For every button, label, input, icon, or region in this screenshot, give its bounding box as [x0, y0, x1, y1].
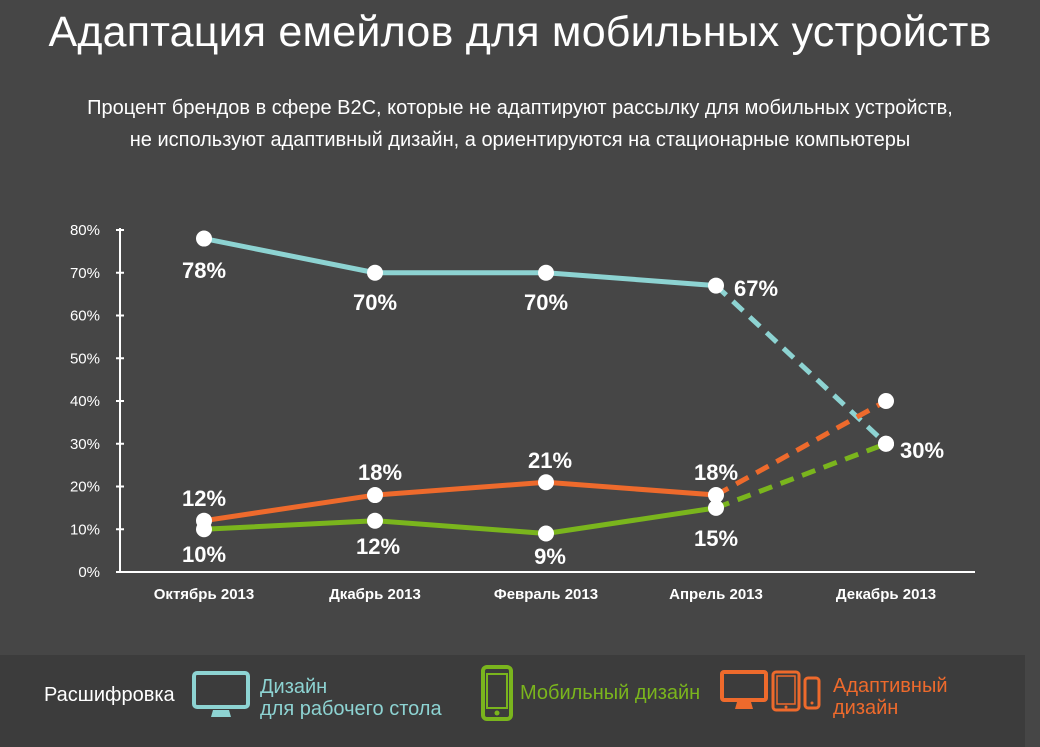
x-axis-ticks: Октябрь 2013 Дкабрь 2013 Февраль 2013 Апрел…: [154, 586, 936, 603]
data-label-adaptive: 18%: [358, 460, 402, 485]
series-dashed-line-adaptive: [714, 398, 888, 498]
series-lines: [201, 236, 888, 537]
y-tick-label: 10%: [70, 521, 100, 538]
y-tick-label: 80%: [70, 222, 100, 239]
y-tick-label: 0%: [78, 564, 100, 581]
data-point-mobile: [708, 499, 724, 516]
series-dashed-line-mobile: [715, 441, 887, 511]
y-tick-label: 60%: [70, 308, 100, 325]
data-label-desktop: 30%: [900, 438, 944, 463]
x-tick-label: Апрель 2013: [669, 586, 763, 603]
legend-mobile-label: Мобильный дизайн: [520, 682, 701, 704]
smartphone-icon: [481, 665, 513, 721]
legend-adaptive-line2: дизайн: [833, 697, 899, 719]
series-line-adaptive: [201, 479, 719, 524]
data-point-adaptive: [538, 474, 554, 491]
data-point-adaptive: [708, 487, 724, 504]
subtitle-line-1: Процент брендов в сфере B2C, которые не …: [87, 97, 953, 119]
data-label-desktop: 78%: [182, 258, 226, 283]
y-tick-label: 20%: [70, 479, 100, 496]
legend-desktop-line1: Дизайн: [260, 676, 328, 698]
series-line-desktop: [201, 236, 719, 289]
line-chart: 0% 10% 20% 30% 40% 50% 60% 70% 80% Октябрь 2013 Д…: [70, 222, 975, 603]
x-tick-label: Февраль 2013: [494, 586, 598, 603]
data-point-mobile: [196, 521, 212, 538]
subtitle-line-2: не используют адаптивный дизайн, а ориен…: [129, 129, 911, 151]
data-point-adaptive: [367, 487, 383, 504]
data-point-mobile: [367, 512, 383, 529]
series-dashed-line-desktop: [714, 283, 888, 446]
data-label-adaptive: 12%: [182, 486, 226, 511]
data-label-mobile: 12%: [356, 534, 400, 559]
monitor-icon: [192, 671, 250, 717]
data-point-mobile: [538, 525, 554, 542]
legend-adaptive-label: Адаптивный дизайн: [833, 675, 948, 719]
legend-title: Расшифровка: [44, 684, 175, 706]
monitor-icon: [720, 670, 768, 709]
chart-title: Адаптация емейлов для мобильных устройст…: [48, 8, 992, 56]
data-label-mobile: 10%: [182, 542, 226, 567]
legend-desktop-label: Дизайн для рабочего стола: [260, 676, 442, 720]
data-label-mobile: 15%: [694, 526, 738, 551]
smartphone-icon: [803, 676, 821, 710]
tablet-icon: [771, 670, 801, 712]
data-point-adaptive: [878, 393, 894, 409]
y-axis-ticks: 0% 10% 20% 30% 40% 50% 60% 70% 80%: [70, 222, 124, 581]
series-line-mobile: [201, 505, 719, 537]
data-label-mobile: 9%: [534, 544, 566, 569]
x-tick-label: Дкабрь 2013: [329, 586, 421, 603]
y-tick-label: 50%: [70, 350, 100, 367]
y-tick-label: 70%: [70, 265, 100, 282]
data-point-desktop: [538, 264, 554, 281]
data-point-desktop: [196, 230, 212, 247]
data-labels: 78% 70% 70% 67% 30% 12% 18% 21% 18% 10% 12% 9% 15%: [182, 258, 944, 569]
data-label-desktop: 70%: [353, 290, 397, 315]
x-tick-label: Декабрь 2013: [836, 586, 936, 603]
y-tick-label: 40%: [70, 393, 100, 410]
data-label-desktop: 70%: [524, 290, 568, 315]
legend-adaptive-line1: Адаптивный: [833, 675, 948, 697]
data-point-desktop: [708, 277, 724, 294]
chart-subtitle: Процент брендов в сфере B2C, которые не …: [0, 92, 1040, 156]
series-points: [196, 230, 894, 542]
data-point-mobile: [878, 435, 894, 452]
y-tick-label: 30%: [70, 436, 100, 453]
data-label-adaptive: 18%: [694, 460, 738, 485]
x-tick-label: Октябрь 2013: [154, 586, 254, 603]
data-label-adaptive: 21%: [528, 448, 572, 473]
data-point-desktop: [367, 264, 383, 281]
data-label-desktop: 67%: [734, 276, 778, 301]
legend-desktop-line2: для рабочего стола: [260, 698, 442, 720]
